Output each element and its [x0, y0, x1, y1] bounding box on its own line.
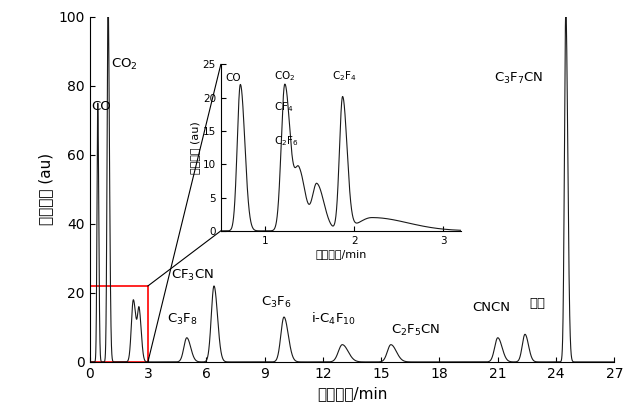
X-axis label: 保留时间/min: 保留时间/min — [315, 248, 367, 258]
Text: C$_2$F$_5$CN: C$_2$F$_5$CN — [391, 323, 440, 338]
Text: C$_3$F$_8$: C$_3$F$_8$ — [167, 312, 198, 327]
Text: i-C$_4$F$_{10}$: i-C$_4$F$_{10}$ — [311, 311, 356, 327]
Text: C$_3$F$_6$: C$_3$F$_6$ — [260, 295, 291, 310]
Text: CO$_2$: CO$_2$ — [274, 69, 296, 83]
X-axis label: 保留时间/min: 保留时间/min — [317, 386, 387, 401]
Text: CF$_3$CN: CF$_3$CN — [172, 267, 214, 282]
Text: C$_2$F$_4$: C$_2$F$_4$ — [332, 69, 356, 83]
Text: C$_3$F$_7$CN: C$_3$F$_7$CN — [494, 71, 543, 86]
Text: CO$_2$: CO$_2$ — [111, 57, 138, 72]
Text: CNCN: CNCN — [472, 301, 511, 314]
Y-axis label: 相对强度 (au): 相对强度 (au) — [38, 153, 53, 225]
Text: CF$_4$: CF$_4$ — [274, 101, 294, 114]
Text: 杂质: 杂质 — [529, 297, 545, 310]
Text: CO: CO — [225, 73, 241, 83]
Text: C$_2$F$_6$: C$_2$F$_6$ — [274, 134, 299, 148]
Text: CO: CO — [91, 100, 111, 113]
Y-axis label: 相对强度 (au): 相对强度 (au) — [190, 121, 200, 174]
Bar — [90, 286, 148, 362]
